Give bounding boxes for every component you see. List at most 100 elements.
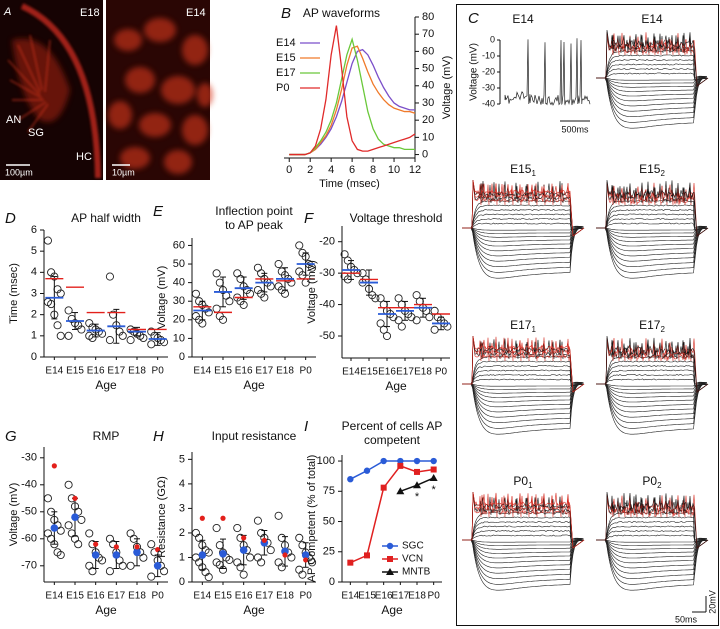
trace	[462, 378, 584, 387]
trace	[596, 76, 708, 88]
data-point	[308, 558, 317, 567]
data-point	[394, 294, 403, 303]
cell-label: E14	[512, 12, 534, 26]
trace	[596, 360, 708, 387]
y-axis-label: Voltage (mV)	[441, 56, 453, 120]
data-point	[98, 556, 107, 565]
trace	[462, 382, 584, 435]
y-tick-label: 0	[179, 351, 185, 363]
data-point	[85, 529, 94, 538]
trace	[596, 525, 708, 543]
trace	[596, 335, 709, 393]
trace	[462, 204, 584, 231]
y-tick-label: 1	[179, 551, 185, 563]
marker	[347, 475, 354, 483]
legend-label: MNTB	[402, 567, 431, 578]
data-point	[53, 321, 62, 330]
legend-label: E14	[276, 37, 296, 49]
data-point	[105, 336, 114, 345]
trace	[596, 200, 708, 231]
marker	[430, 466, 437, 473]
y-tick-label: 40	[173, 277, 185, 289]
y-axis-label: Voltage (mV)	[469, 43, 480, 101]
data-point	[274, 511, 283, 520]
trace	[596, 538, 707, 574]
x-tick-label: E16	[378, 367, 396, 378]
marker	[397, 457, 404, 465]
x-tick-label: E15	[66, 591, 84, 602]
y-tick-label: 10	[422, 131, 434, 143]
trace	[462, 537, 584, 543]
data-point	[88, 567, 97, 576]
trace	[462, 335, 585, 393]
trace	[596, 226, 707, 242]
trace	[596, 76, 708, 84]
trace	[462, 382, 584, 413]
trace	[462, 225, 584, 231]
mean-dot	[91, 551, 100, 559]
x-tick-label: E14	[193, 366, 211, 377]
y-tick-label: -20	[482, 66, 495, 76]
x-axis-label: Age	[95, 603, 117, 617]
trace	[596, 382, 707, 418]
y-tick-label: -40	[21, 479, 37, 491]
trace	[596, 382, 707, 398]
trace	[462, 382, 584, 429]
trace	[596, 76, 707, 92]
trace	[596, 63, 708, 81]
data-point	[77, 515, 86, 524]
trace	[462, 538, 584, 569]
data-point	[225, 297, 234, 306]
x-tick-label: E17	[255, 591, 273, 602]
cell-label-sub: 2	[660, 169, 665, 178]
chart-title: Inflection point	[215, 204, 293, 218]
y-tick-label: 70	[422, 28, 434, 40]
trace	[462, 538, 584, 554]
y-tick-label: 0	[422, 148, 428, 160]
panel-letter: B	[281, 5, 291, 22]
chart-title: Input resistance	[212, 429, 297, 443]
cell-label-main: E14	[512, 12, 534, 26]
chart-title: Percent of cells AP	[342, 419, 443, 433]
data-point	[274, 259, 283, 269]
mean-dot	[198, 551, 207, 559]
reference-dot	[282, 552, 288, 558]
reference-dot	[220, 515, 226, 521]
trace	[462, 179, 585, 237]
trace	[504, 38, 591, 106]
y-tick-label: -50	[319, 330, 335, 342]
trace	[462, 382, 584, 423]
trace	[462, 226, 584, 242]
data-point	[379, 325, 388, 334]
y-axis-label: Resistance (GΩ)	[156, 476, 168, 558]
trace	[462, 538, 584, 574]
trace	[462, 382, 584, 398]
trace	[596, 185, 709, 237]
y-tick-label: 25	[323, 546, 335, 558]
x-axis-label: Age	[243, 378, 265, 392]
region-label: SG	[28, 127, 44, 139]
cell-label: P02	[642, 474, 662, 490]
x-tick-label: E15	[214, 591, 232, 602]
trace	[596, 534, 708, 543]
data-point	[212, 269, 221, 278]
tissue	[12, 38, 70, 123]
trace	[596, 226, 707, 252]
x-tick-label: E14	[45, 366, 63, 377]
reference-dot	[261, 537, 267, 543]
chart-title: to AP peak	[225, 218, 284, 232]
panel-letter: E	[153, 203, 164, 220]
mean-dot	[112, 551, 121, 559]
trace	[462, 179, 585, 237]
trace	[596, 68, 708, 81]
y-axis-label: Voltage (mV)	[306, 260, 318, 324]
region-label: AN	[6, 114, 21, 126]
trace	[596, 538, 708, 550]
tissue	[20, 3, 101, 179]
trace	[596, 516, 708, 543]
x-tick-label: E17	[391, 591, 409, 602]
data-point	[204, 308, 213, 317]
y-tick-label: 2	[179, 527, 185, 539]
trace	[596, 29, 709, 87]
trace	[596, 381, 708, 387]
